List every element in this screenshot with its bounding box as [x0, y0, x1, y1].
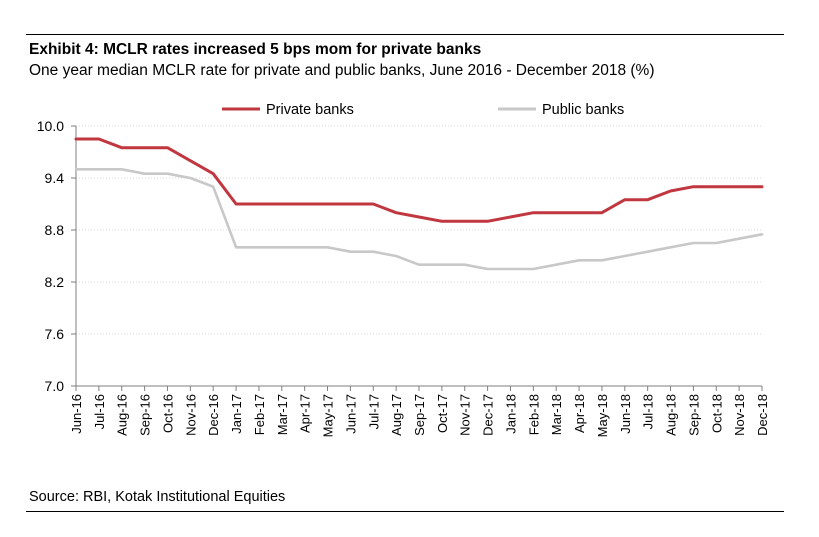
source-note: Source: RBI, Kotak Institutional Equitie…: [29, 489, 286, 505]
x-tick-label: Jan-17: [229, 394, 244, 434]
x-tick-label: Mar-17: [275, 394, 290, 435]
x-tick-label: Aug-18: [664, 394, 679, 436]
chart-subtitle: One year median MCLR rate for private an…: [29, 62, 655, 79]
x-tick-label: Oct-16: [160, 394, 175, 433]
x-tick-label: May-17: [321, 394, 336, 437]
x-tick-label: Aug-17: [389, 394, 404, 436]
x-tick-label: Jun-16: [69, 394, 84, 434]
x-tick-label: Feb-17: [252, 394, 267, 435]
y-tick-label: 10.0: [37, 118, 64, 134]
chart-title: Exhibit 4: MCLR rates increased 5 bps mo…: [29, 41, 482, 58]
x-tick-label: Nov-16: [183, 394, 198, 436]
x-tick-label: Jul-17: [366, 394, 381, 429]
legend-label: Public banks: [542, 102, 624, 118]
x-tick-label: Jan-18: [503, 394, 518, 434]
x-tick-label: Dec-16: [206, 394, 221, 436]
x-tick-label: Nov-18: [732, 394, 747, 436]
x-tick-label: May-18: [595, 394, 610, 437]
x-tick-label: Sep-18: [686, 394, 701, 436]
x-tick-label: Jun-17: [343, 394, 358, 434]
x-tick-label: Mar-18: [549, 394, 564, 435]
x-tick-label: Oct-17: [435, 394, 450, 433]
y-tick-label: 7.0: [45, 378, 65, 394]
x-tick-label: Aug-16: [115, 394, 130, 436]
y-tick-label: 8.2: [45, 274, 65, 290]
y-tick-label: 9.4: [45, 170, 65, 186]
x-tick-label: Feb-18: [526, 394, 541, 435]
x-tick-label: Jun-18: [618, 394, 633, 434]
y-tick-label: 7.6: [45, 326, 65, 342]
x-tick-label: Jul-18: [641, 394, 656, 429]
x-tick-label: Apr-18: [572, 394, 587, 433]
x-tick-label: Sep-17: [412, 394, 427, 436]
private-banks-line: [74, 137, 764, 223]
y-tick-label: 8.8: [45, 222, 65, 238]
x-tick-label: Jul-16: [92, 394, 107, 429]
top-rule: [26, 34, 784, 35]
x-tick-label: Nov-17: [458, 394, 473, 436]
bottom-rule: [26, 511, 784, 512]
x-tick-label: Dec-18: [755, 394, 770, 436]
legend-label: Private banks: [266, 102, 354, 118]
x-tick-label: Dec-17: [481, 394, 496, 436]
x-tick-label: Sep-16: [138, 394, 153, 436]
x-tick-label: Apr-17: [298, 394, 313, 433]
public-banks-line: [74, 168, 764, 271]
x-tick-label: Oct-18: [709, 394, 724, 433]
